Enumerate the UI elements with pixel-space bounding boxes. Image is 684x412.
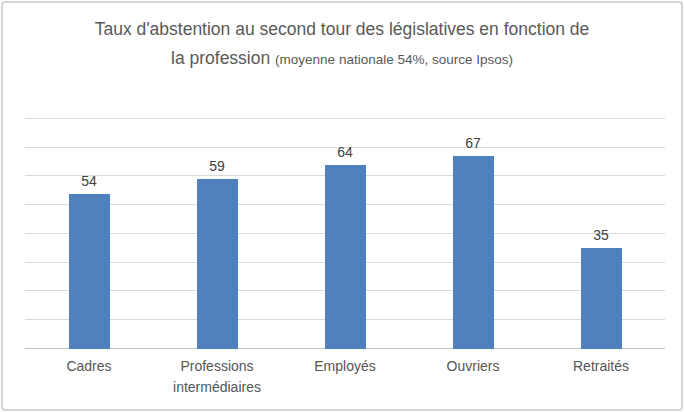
bar-value-label: 35 — [569, 227, 633, 243]
category-label: Employés — [281, 356, 409, 377]
bar-value-label: 59 — [185, 158, 249, 174]
screenshot-stage: Taux d'abstention au second tour des lég… — [0, 0, 684, 412]
chart-title: Taux d'abstention au second tour des lég… — [91, 15, 593, 74]
category-label: Cadres — [25, 356, 153, 377]
chart-card: Taux d'abstention au second tour des lég… — [1, 1, 683, 411]
bar-cadres — [69, 194, 110, 349]
bar-employ-s — [325, 165, 366, 349]
bar-professions-interm-diaires — [197, 179, 238, 349]
chart-title-sub: (moyenne nationale 54%, source Ipsos) — [275, 52, 513, 67]
plot-area: 54 59 64 67 35 — [25, 119, 665, 349]
x-axis-labels: CadresProfessions intermédiairesEmployés… — [25, 356, 665, 404]
category-label: Professions intermédiaires — [153, 356, 281, 398]
bar-retrait-s — [581, 248, 622, 349]
category-label: Ouvriers — [409, 356, 537, 377]
gridline — [25, 118, 665, 119]
category-label: Retraités — [537, 356, 665, 377]
bar-ouvriers — [453, 156, 494, 349]
bar-value-label: 67 — [441, 135, 505, 151]
bar-value-label: 64 — [313, 144, 377, 160]
bar-value-label: 54 — [57, 173, 121, 189]
